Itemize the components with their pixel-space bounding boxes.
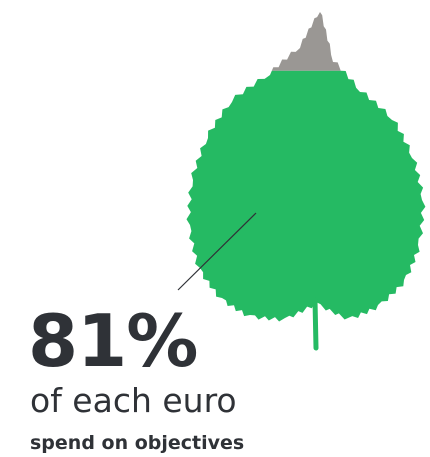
percentage-value: 81% xyxy=(28,299,198,383)
pointer-line xyxy=(177,212,257,291)
leaf-filled-portion xyxy=(186,70,426,322)
caption-spend-on-objectives: spend on objectives xyxy=(30,432,245,454)
leaf-fill-group xyxy=(186,12,426,322)
leaf-unfilled-portion xyxy=(186,12,426,71)
leaf-stem xyxy=(312,297,319,351)
caption-each-euro: of each euro xyxy=(30,381,237,420)
